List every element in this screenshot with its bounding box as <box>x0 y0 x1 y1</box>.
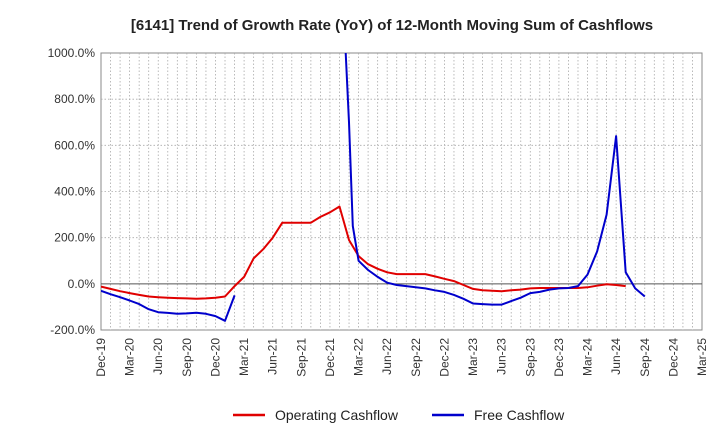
x-tick-label: Mar-25 <box>695 338 709 376</box>
plot-area: 1000.0% 800.0% 600.0% 400.0% 200.0% 0.0% -200.… <box>48 46 709 377</box>
x-tick-label: Jun-22 <box>380 338 394 375</box>
free-cashflow-line <box>101 289 236 322</box>
x-tick-label: Sep-23 <box>523 338 537 377</box>
free-cashflow-line <box>344 53 646 306</box>
x-tick-label: Mar-20 <box>123 338 137 376</box>
y-tick-label: 0.0% <box>68 277 96 291</box>
legend-label-free: Free Cashflow <box>474 407 565 423</box>
x-tick-label: Sep-24 <box>638 338 652 377</box>
x-tick-label: Mar-21 <box>237 338 251 376</box>
x-tick-label: Sep-20 <box>180 338 194 377</box>
x-tick-label: Mar-23 <box>466 338 480 376</box>
x-tick-label: Dec-21 <box>323 338 337 377</box>
x-tick-label: Dec-20 <box>208 338 222 377</box>
x-tick-label: Dec-19 <box>94 338 108 377</box>
x-tick-label: Mar-24 <box>581 338 595 376</box>
y-tick-label: -200.0% <box>50 323 95 337</box>
legend-label-operating: Operating Cashflow <box>275 407 399 423</box>
x-tick-label: Jun-21 <box>266 338 280 375</box>
x-tick-label: Jun-23 <box>495 338 509 375</box>
y-tick-label: 200.0% <box>54 231 95 245</box>
x-tick-label: Sep-22 <box>409 338 423 377</box>
legend: Operating Cashflow Free Cashflow <box>233 407 565 423</box>
x-tick-label: Mar-22 <box>352 338 366 376</box>
y-tick-label: 800.0% <box>54 92 95 106</box>
x-tick-label: Dec-24 <box>666 338 680 377</box>
x-tick-label: Jun-24 <box>609 338 623 375</box>
plot-frame <box>100 52 703 331</box>
x-tick-label: Sep-21 <box>294 338 308 377</box>
x-tick-label: Jun-20 <box>151 338 165 375</box>
chart-title: [6141] Trend of Growth Rate (YoY) of 12-… <box>131 17 653 34</box>
x-tick-label: Dec-23 <box>552 338 566 377</box>
y-tick-label: 1000.0% <box>48 46 96 60</box>
operating-cashflow-line <box>101 205 626 300</box>
y-tick-label: 400.0% <box>54 185 95 199</box>
y-tick-label: 600.0% <box>54 138 95 152</box>
x-tick-label: Dec-22 <box>437 338 451 377</box>
